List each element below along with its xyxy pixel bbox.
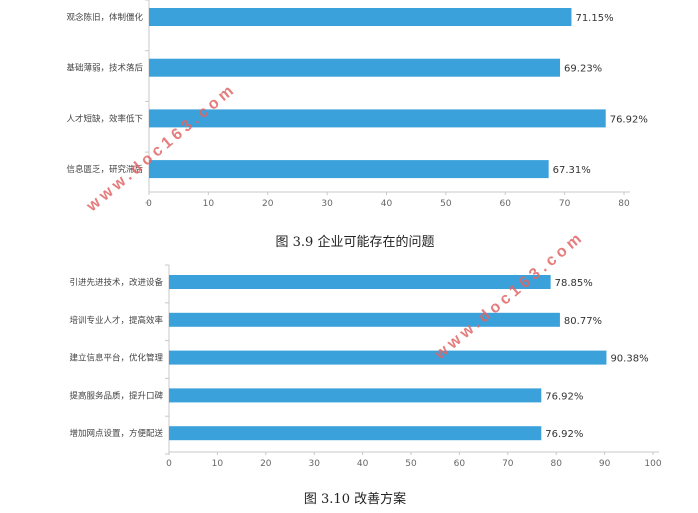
x-tick-label-40: 40 [357, 459, 369, 469]
x-tick-label-50: 50 [440, 199, 452, 209]
watermark-top: www.doc163.com [83, 80, 240, 216]
category-label-1: 引进先进技术，改进设备 [69, 277, 163, 288]
category-label-4: 信息匮乏，研究滞后 [66, 164, 143, 175]
caption-figure-3-9: 图 3.9 企业可能存在的问题 [276, 234, 435, 250]
x-tick-label-20: 20 [262, 199, 274, 209]
bar-2 [169, 312, 560, 327]
bar-3 [169, 350, 607, 365]
category-label-2: 培训专业人才，提高效率 [69, 315, 163, 326]
bar-4 [169, 388, 542, 403]
x-tick-label-40: 40 [381, 199, 393, 209]
x-tick-label-30: 30 [308, 459, 320, 469]
category-label-4: 提高服务品质，提升口碑 [69, 390, 163, 401]
x-tick-label-0: 0 [166, 459, 172, 469]
bar-4 [149, 160, 549, 179]
x-tick-label-0: 0 [146, 199, 152, 209]
watermark-bottom: www.doc163.com [431, 228, 588, 364]
x-tick-label-90: 90 [599, 459, 611, 469]
x-tick-label-10: 10 [212, 459, 224, 469]
value-label-1: 78.85% [555, 278, 593, 289]
bar-5 [169, 426, 542, 441]
category-label-3: 建立信息平台，优化管理 [69, 353, 163, 364]
category-label-2: 基础薄弱，技术落后 [66, 63, 143, 74]
x-tick-label-20: 20 [260, 459, 272, 469]
value-label-5: 76.92% [545, 429, 583, 440]
x-tick-label-70: 70 [502, 459, 514, 469]
bar-3 [149, 109, 606, 128]
category-label-3: 人才短缺，效率低下 [66, 113, 143, 124]
x-tick-label-70: 70 [559, 199, 571, 209]
bar-1 [149, 8, 572, 26]
caption-figure-3-10: 图 3.10 改善方案 [304, 491, 406, 507]
value-label-1: 71.15% [575, 13, 613, 24]
value-label-4: 67.31% [553, 165, 591, 176]
value-label-4: 76.92% [545, 391, 583, 402]
value-label-3: 76.92% [610, 114, 648, 125]
bar-2 [149, 58, 561, 77]
category-label-5: 增加网点设置，方便配送 [69, 428, 163, 439]
chart-problems: 观念陈旧，体制僵化 71.15% 基础薄弱，技术落后 69.23% 人才短缺，效率低下 7… [66, 0, 648, 209]
value-label-3: 90.38% [610, 354, 648, 365]
category-label-1: 观念陈旧，体制僵化 [66, 12, 143, 23]
x-tick-label-60: 60 [454, 459, 466, 469]
value-label-2: 69.23% [564, 64, 602, 75]
x-tick-label-50: 50 [405, 459, 417, 469]
chart-improvement-plans: 引进先进技术，改进设备 78.85% 培训专业人才，提高效率 80.77% 建立信息平台… [69, 264, 662, 469]
x-tick-label-60: 60 [500, 199, 512, 209]
x-tick-label-10: 10 [203, 199, 215, 209]
x-tick-label-80: 80 [618, 199, 630, 209]
x-tick-label-30: 30 [321, 199, 333, 209]
x-tick-label-80: 80 [550, 459, 562, 469]
value-label-2: 80.77% [564, 316, 602, 327]
x-tick-label-100: 100 [644, 459, 661, 469]
bar-1 [169, 275, 551, 289]
